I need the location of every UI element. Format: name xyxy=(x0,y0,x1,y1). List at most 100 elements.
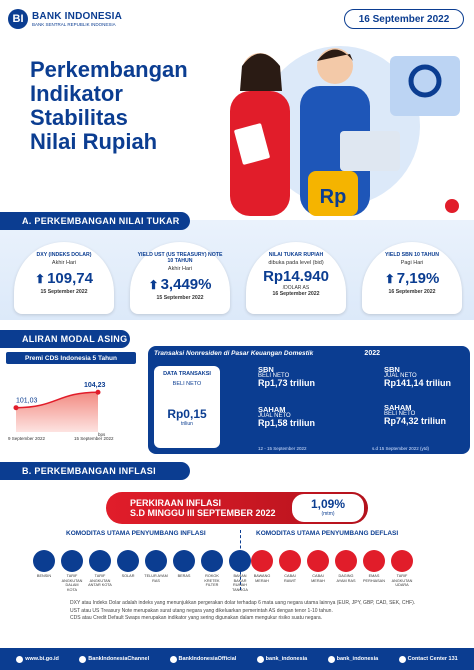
footer-contact-text: Contact Center 131 xyxy=(407,656,458,662)
bank-name: BANK INDONESIA xyxy=(32,11,123,22)
ytd-saham-value: Rp74,32 triliun xyxy=(384,416,447,426)
ytd-period: s.d 15 September 2022 (ytd) xyxy=(372,446,430,451)
footer-instagram[interactable]: bank_indonesia xyxy=(327,655,379,663)
commodity-label: SOLAR xyxy=(121,574,135,578)
weekly-sbn-value: Rp1,73 triliun xyxy=(258,378,316,388)
card-date: 16 September 2022 xyxy=(388,289,436,295)
note-cds: CDS atau Credit Default Swaps merupakan … xyxy=(70,615,323,621)
rp-symbol: Rp xyxy=(320,186,347,208)
card-sub: Akhir Hari xyxy=(167,266,193,272)
page-title: Perkembangan Indikator Stabilitas Nilai … xyxy=(30,58,188,154)
commodity-cabai-merah: CABAI MERAH xyxy=(306,550,330,588)
bi-emblem-icon: BI xyxy=(8,9,28,29)
commodity-label: ROKOK KRETEK FILTER xyxy=(204,574,220,587)
chili-icon xyxy=(279,550,301,572)
footer-web-text: www.bi.go.id xyxy=(25,656,59,662)
title-line: Perkembangan xyxy=(30,57,188,82)
footer-yt-text: BankIndonesiaChannel xyxy=(88,656,150,662)
globe-icon xyxy=(16,655,24,663)
arrow-up-icon: ⬆ xyxy=(148,277,159,292)
title-line: Stabilitas xyxy=(30,105,128,130)
footer-web[interactable]: www.bi.go.id xyxy=(16,655,59,663)
card-sub: dibuka pada level (bid) xyxy=(268,260,324,266)
data-tx-title: DATA TRANSAKSI xyxy=(163,371,211,377)
instagram-icon xyxy=(327,655,335,663)
youtube-icon xyxy=(79,655,87,663)
footer: www.bi.go.id BankIndonesiaChannel BankIn… xyxy=(0,648,474,670)
card-date: 16 September 2022 xyxy=(272,291,320,297)
card-label: DXY (INDEKS DOLAR) xyxy=(36,252,92,258)
sbn-card: YIELD SBN 10 TAHUN Pagi Hari ⬆ 7,19% 16 S… xyxy=(362,242,462,314)
twitter-icon xyxy=(256,655,264,663)
weekly-sbn-title: SBN xyxy=(258,365,274,374)
ytd-saham: SAHAM BELI NETO Rp74,32 triliun xyxy=(384,404,447,426)
commodity-bensin: BENSIN xyxy=(32,550,56,592)
hero-illustration: Rp xyxy=(230,46,460,216)
commodity-label: CABAI MERAH xyxy=(311,574,325,583)
cds-chart: Premi CDS Indonesia 5 Tahun 101,03 104,2… xyxy=(6,352,138,450)
bank-subtitle: BANK SENTRAL REPUBLIK INDONESIA xyxy=(32,22,116,27)
commodity-label: TARIF ANGKUTAN UDARA xyxy=(391,574,413,587)
card-value: 7,19% xyxy=(396,270,440,287)
card-value: Rp14.940 xyxy=(263,268,329,285)
inflation-value-box: 1,09% (mtm) xyxy=(292,494,364,522)
ytd-sbn-sub: JUAL NETO xyxy=(384,373,417,379)
cds-date-start: 9 September 2022 xyxy=(8,436,46,441)
cds-label-start: 101,03 xyxy=(16,398,38,405)
footer-twitter[interactable]: bank_indonesia xyxy=(256,655,307,663)
tx-year: 2022 xyxy=(364,350,380,357)
data-tx-unit: triliun xyxy=(181,421,193,427)
commodity-angkutan-dalam-kota: TARIF ANGKUTAN DALAM KOTA xyxy=(60,550,84,592)
commodity-label: BAHAN BAKAR RUMAH TANGGA xyxy=(232,574,248,592)
section-a-heading: A. PERKEMBANGAN NILAI TUKAR xyxy=(0,212,190,230)
data-transaksi-box: DATA TRANSAKSI BELI NETO Rp0,15 triliun xyxy=(154,366,220,448)
arrow-up-icon: ⬆ xyxy=(384,271,395,286)
tx-title: Transaksi Nonresiden di Pasar Keuangan D… xyxy=(154,350,314,357)
footer-facebook[interactable]: BankIndonesiaOfficial xyxy=(169,655,237,663)
commodity-cabai-rawit: CABAI RAWIT xyxy=(278,550,302,588)
ytd-sbn: SBN JUAL NETO Rp141,14 triliun xyxy=(384,366,452,388)
data-tx-value: Rp0,15 xyxy=(167,407,207,421)
note-dxy: DXY atau Indeks Dolar adalah indeks yang… xyxy=(70,600,416,606)
ytd-sbn-value: Rp141,14 triliun xyxy=(384,378,452,388)
gas-canister-icon xyxy=(229,550,251,572)
infl-unit: (mtm) xyxy=(321,511,335,517)
inflasi-commodities-title: KOMODITAS UTAMA PENYUMBANG INFLASI xyxy=(66,530,206,537)
cds-title: Premi CDS Indonesia 5 Tahun xyxy=(6,352,136,364)
weekly-period: 12 - 15 September 2022 xyxy=(258,446,307,451)
diesel-icon xyxy=(117,550,139,572)
chicken-icon xyxy=(335,550,357,572)
commodity-label: BENSIN xyxy=(36,574,52,578)
commodity-angkutan-udara: TARIF ANGKUTAN UDARA xyxy=(390,550,414,588)
ytd-saham-sub: BELI NETO xyxy=(384,411,416,417)
weekly-saham-title: SAHAM xyxy=(258,405,286,414)
rice-icon xyxy=(173,550,195,572)
commodity-label: BAWANG MERAH xyxy=(253,574,271,583)
commodity-solar: SOLAR xyxy=(116,550,140,592)
cds-line xyxy=(15,391,99,409)
cigarette-icon xyxy=(201,550,223,572)
coach-icon xyxy=(89,550,111,572)
footer-youtube[interactable]: BankIndonesiaChannel xyxy=(79,655,150,663)
cds-area-chart: 101,03 104,23 bps xyxy=(13,382,106,437)
commodity-label: TARIF ANGKUTAN ANTAR KOTA xyxy=(88,574,112,587)
cds-point-start xyxy=(13,405,19,411)
note-ust: UST atau US Treasury Note merupakan sura… xyxy=(70,607,333,614)
footer-ig-text: bank_indonesia xyxy=(336,656,379,662)
phone-icon xyxy=(398,655,406,663)
card-label: YIELD SBN 10 TAHUN xyxy=(384,252,440,258)
bus-icon xyxy=(61,550,83,572)
dxy-card: DXY (INDEKS DOLAR) Akhir Hari ⬆ 109,74 15… xyxy=(14,242,114,314)
commodity-label: EMAS PERHIASAN xyxy=(363,574,385,583)
infl-value: 1,09% xyxy=(310,497,346,511)
date-badge: 16 September 2022 xyxy=(344,9,464,29)
infl-line1: PERKIRAAN INFLASI xyxy=(130,498,222,508)
weekly-saham-sub: JUAL NETO xyxy=(258,413,291,419)
title-line: Nilai Rupiah xyxy=(30,129,158,154)
footer-fb-text: BankIndonesiaOfficial xyxy=(178,656,237,662)
gold-icon xyxy=(363,550,385,572)
weekly-sbn-sub: BELI NETO xyxy=(258,373,290,379)
title-line: Indikator xyxy=(30,81,123,106)
footer-contact[interactable]: Contact Center 131 xyxy=(398,655,458,663)
